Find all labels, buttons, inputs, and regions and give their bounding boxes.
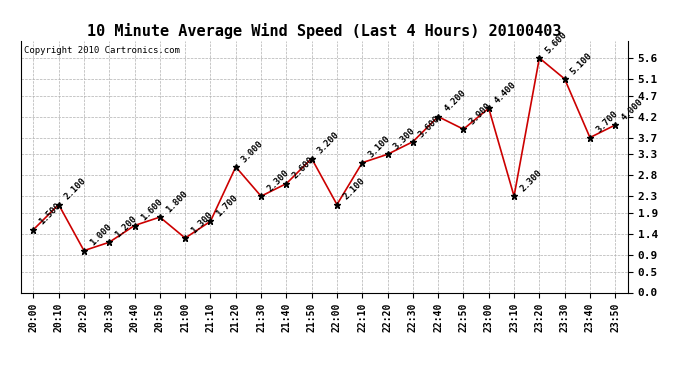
Text: 2.300: 2.300 [265, 168, 290, 194]
Text: 3.700: 3.700 [594, 110, 620, 135]
Text: 3.000: 3.000 [240, 139, 265, 164]
Text: 2.100: 2.100 [63, 176, 88, 202]
Text: 1.800: 1.800 [164, 189, 189, 214]
Text: 4.400: 4.400 [493, 80, 518, 105]
Text: 4.200: 4.200 [442, 88, 468, 114]
Text: 3.600: 3.600 [417, 114, 442, 139]
Text: 1.200: 1.200 [113, 214, 139, 240]
Text: 5.600: 5.600 [544, 30, 569, 55]
Title: 10 Minute Average Wind Speed (Last 4 Hours) 20100403: 10 Minute Average Wind Speed (Last 4 Hou… [87, 23, 562, 39]
Text: 5.100: 5.100 [569, 51, 594, 76]
Text: 1.300: 1.300 [189, 210, 215, 235]
Text: 3.300: 3.300 [392, 126, 417, 152]
Text: 1.500: 1.500 [37, 201, 63, 227]
Text: 2.300: 2.300 [518, 168, 544, 194]
Text: 1.000: 1.000 [88, 222, 113, 248]
Text: 2.600: 2.600 [290, 156, 316, 181]
Text: 3.100: 3.100 [366, 135, 392, 160]
Text: 1.700: 1.700 [215, 193, 240, 219]
Text: Copyright 2010 Cartronics.com: Copyright 2010 Cartronics.com [23, 46, 179, 55]
Text: 3.900: 3.900 [468, 101, 493, 126]
Text: 3.200: 3.200 [316, 130, 341, 156]
Text: 4.000: 4.000 [620, 97, 644, 122]
Text: 1.600: 1.600 [139, 197, 164, 223]
Text: 2.100: 2.100 [341, 176, 366, 202]
